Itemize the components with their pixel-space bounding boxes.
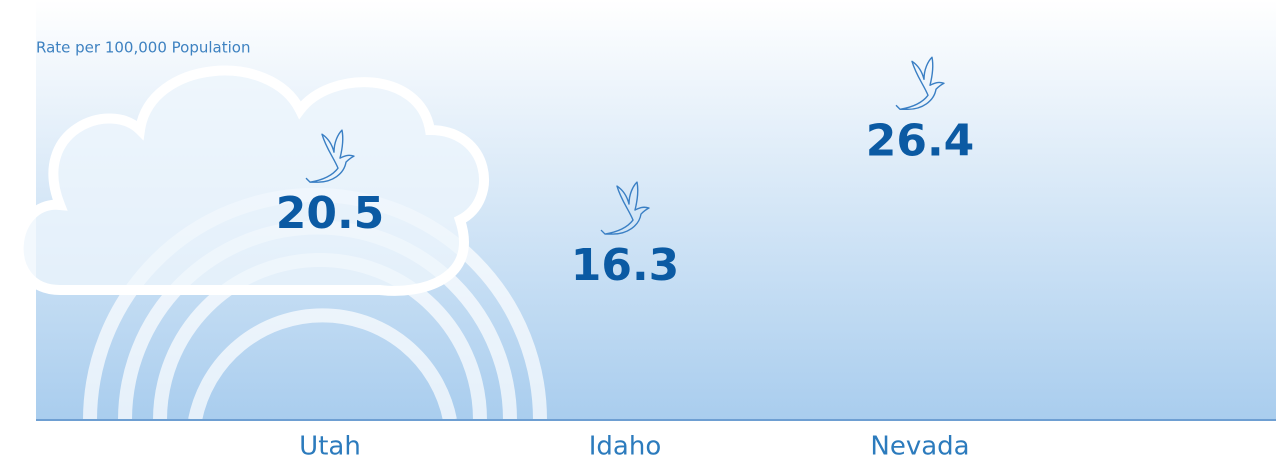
value-label: 20.5	[276, 188, 385, 239]
bird-outline	[600, 181, 650, 235]
x-tick-label: Utah	[299, 432, 361, 462]
cloud-decoration	[13, 65, 489, 296]
bird-icon	[895, 56, 945, 110]
y-axis-label: Rate per 100,000 Population	[36, 39, 250, 57]
bird-icon	[600, 181, 650, 235]
value-label: 26.4	[866, 115, 975, 166]
bird-icon	[305, 129, 355, 183]
x-tick-label: Idaho	[589, 432, 662, 462]
bird-outline	[305, 129, 355, 183]
bird-outline	[895, 56, 945, 110]
value-label: 16.3	[571, 240, 680, 291]
x-tick-label: Nevada	[870, 432, 969, 462]
